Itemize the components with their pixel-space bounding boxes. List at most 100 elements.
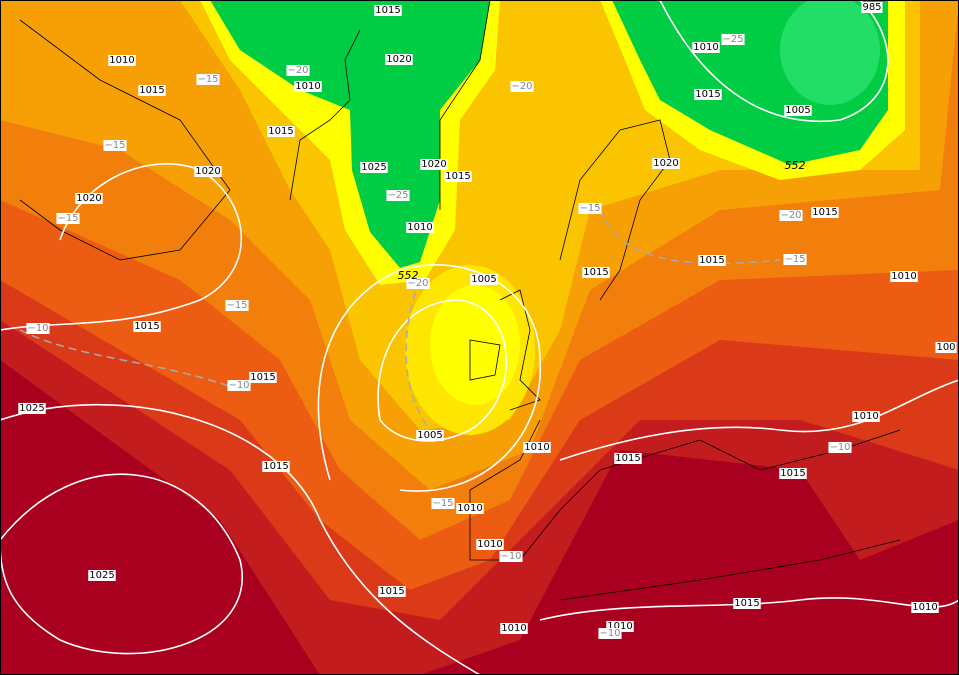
label-box <box>828 442 852 453</box>
label-box <box>88 570 116 581</box>
label-box <box>386 190 410 201</box>
temperature-label: −20 <box>287 65 308 76</box>
label-box <box>523 442 551 453</box>
label-box <box>227 380 251 391</box>
temperature-label: −25 <box>722 34 743 45</box>
isobar-label: 1005 <box>417 430 442 441</box>
label-box <box>614 453 642 464</box>
isobar-label: 1015 <box>263 461 288 472</box>
temperature-label: −10 <box>228 380 249 391</box>
label-box <box>444 171 472 182</box>
label-box <box>196 74 220 85</box>
temperature-label: −20 <box>511 81 532 92</box>
isobar-label: 1015 <box>134 321 159 332</box>
isobar-label: 1020 <box>421 159 446 170</box>
label-box <box>852 411 880 422</box>
label-box <box>510 81 534 92</box>
isobar-label: 1015 <box>250 372 275 383</box>
label-box <box>598 628 622 639</box>
label-box <box>779 468 807 479</box>
coastlines <box>19 0 901 601</box>
temperature-label: −20 <box>780 210 801 221</box>
label-box <box>721 34 745 45</box>
temperature-label: −20 <box>407 278 428 289</box>
label-box <box>783 254 807 265</box>
isobar-label: 1015 <box>780 468 805 479</box>
isobar-label: 1020 <box>76 193 101 204</box>
isobar-label: 1025 <box>361 162 386 173</box>
temperature-label: −15 <box>579 203 600 214</box>
label-box <box>75 193 103 204</box>
label-box <box>578 203 602 214</box>
label-box <box>56 213 80 224</box>
isobar-label: 1015 <box>583 267 608 278</box>
label-box <box>784 105 812 116</box>
label-box <box>456 503 484 514</box>
isobar-label: 1010 <box>477 539 502 550</box>
label-box <box>861 2 883 13</box>
isobar-label: 1010 <box>524 442 549 453</box>
label-box <box>692 42 720 53</box>
isobar-label: 1010 <box>295 81 320 92</box>
temperature-label: −15 <box>57 213 78 224</box>
isobar-label: 1010 <box>457 503 482 514</box>
isobar-label: 1015 <box>268 126 293 137</box>
label-box <box>606 621 634 632</box>
label-box <box>138 85 166 96</box>
label-box <box>652 158 680 169</box>
isobar-label: 1005 <box>785 105 810 116</box>
isobar-label: 1015 <box>375 5 400 16</box>
label-box <box>499 551 523 562</box>
label-box <box>103 140 127 151</box>
isobar-label: 1010 <box>853 411 878 422</box>
temperature-label: −15 <box>104 140 125 151</box>
isobar-label: 1015 <box>812 207 837 218</box>
temperature-label: −15 <box>197 74 218 85</box>
isobar-label: 1010 <box>607 621 632 632</box>
label-box <box>420 159 448 170</box>
label-box <box>733 598 761 609</box>
temperature-label: −15 <box>784 254 805 265</box>
label-box <box>18 403 46 414</box>
label-box <box>694 89 722 100</box>
isobar-label: 1010 <box>501 623 526 634</box>
temperature-label: −10 <box>599 628 620 639</box>
label-box <box>194 166 222 177</box>
label-box <box>406 222 434 233</box>
isobar-label: 1005 <box>471 274 496 285</box>
label-box <box>935 342 957 353</box>
label-box <box>378 586 406 597</box>
isobar-label: 100 <box>936 342 955 353</box>
label-box <box>911 602 939 613</box>
label-box <box>26 323 50 334</box>
label-box <box>698 255 726 266</box>
isobar-label: 1015 <box>695 89 720 100</box>
isobar-label: 1025 <box>89 570 114 581</box>
height-label: 552 <box>785 159 806 172</box>
isobar-label: 1015 <box>139 85 164 96</box>
isobar-label: 1015 <box>699 255 724 266</box>
temperature-label: −15 <box>226 300 247 311</box>
isobar-label: 1015 <box>734 598 759 609</box>
label-box <box>108 55 136 66</box>
label-box <box>225 300 249 311</box>
label-box <box>406 278 430 289</box>
label-box <box>811 207 839 218</box>
label-box <box>890 271 918 282</box>
isobar-label: 1010 <box>407 222 432 233</box>
temperature-label: −25 <box>387 190 408 201</box>
label-box <box>779 210 803 221</box>
isobar-label: 1015 <box>379 586 404 597</box>
label-box <box>431 498 455 509</box>
isobar-label: 1025 <box>19 403 44 414</box>
height-label: 552 <box>398 269 419 282</box>
label-box <box>470 274 498 285</box>
label-box <box>286 65 310 76</box>
temperature-label: −10 <box>500 551 521 562</box>
isobar-label: 1010 <box>693 42 718 53</box>
label-box <box>133 321 161 332</box>
isobar-label: 1020 <box>386 54 411 65</box>
labels: 1015 1010 1015 1010 1020 1015 1020 1025 … <box>18 2 957 639</box>
